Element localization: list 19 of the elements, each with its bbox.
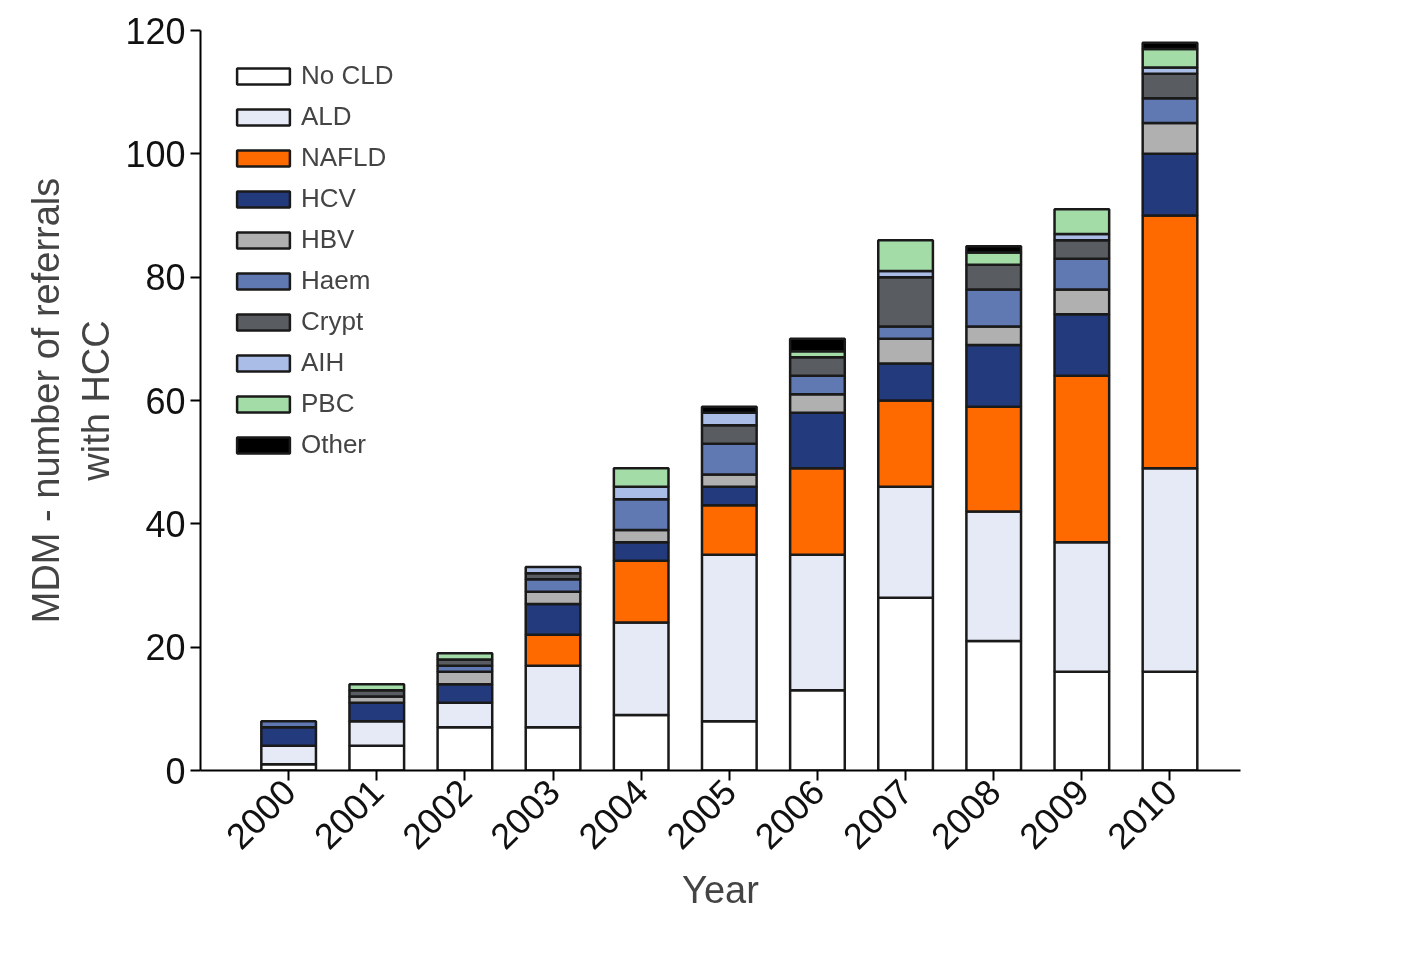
legend-label: No CLD xyxy=(301,60,394,91)
legend-label: HBV xyxy=(301,224,355,255)
y-tick-label: 60 xyxy=(145,380,186,422)
y-tick-label: 20 xyxy=(145,627,186,669)
y-tick-label: 40 xyxy=(145,503,186,545)
legend-label: Haem xyxy=(301,265,371,296)
legend-label: ALD xyxy=(301,101,352,132)
legend-label: Other xyxy=(301,429,367,460)
y-tick-label: 120 xyxy=(125,10,186,52)
legend-label: Crypt xyxy=(301,306,364,337)
legend-label: PBC xyxy=(301,388,355,419)
x-axis-title: Year xyxy=(682,868,760,911)
legend-label: AIH xyxy=(301,347,345,378)
y-tick-label: 100 xyxy=(125,133,186,175)
y-axis-title: MDM - number of referrals with HCC xyxy=(25,177,118,624)
y-tick-label: 80 xyxy=(145,257,186,299)
legend-label: HCV xyxy=(301,183,356,214)
y-tick-label: 0 xyxy=(165,750,186,792)
legend-label: NAFLD xyxy=(301,142,387,173)
